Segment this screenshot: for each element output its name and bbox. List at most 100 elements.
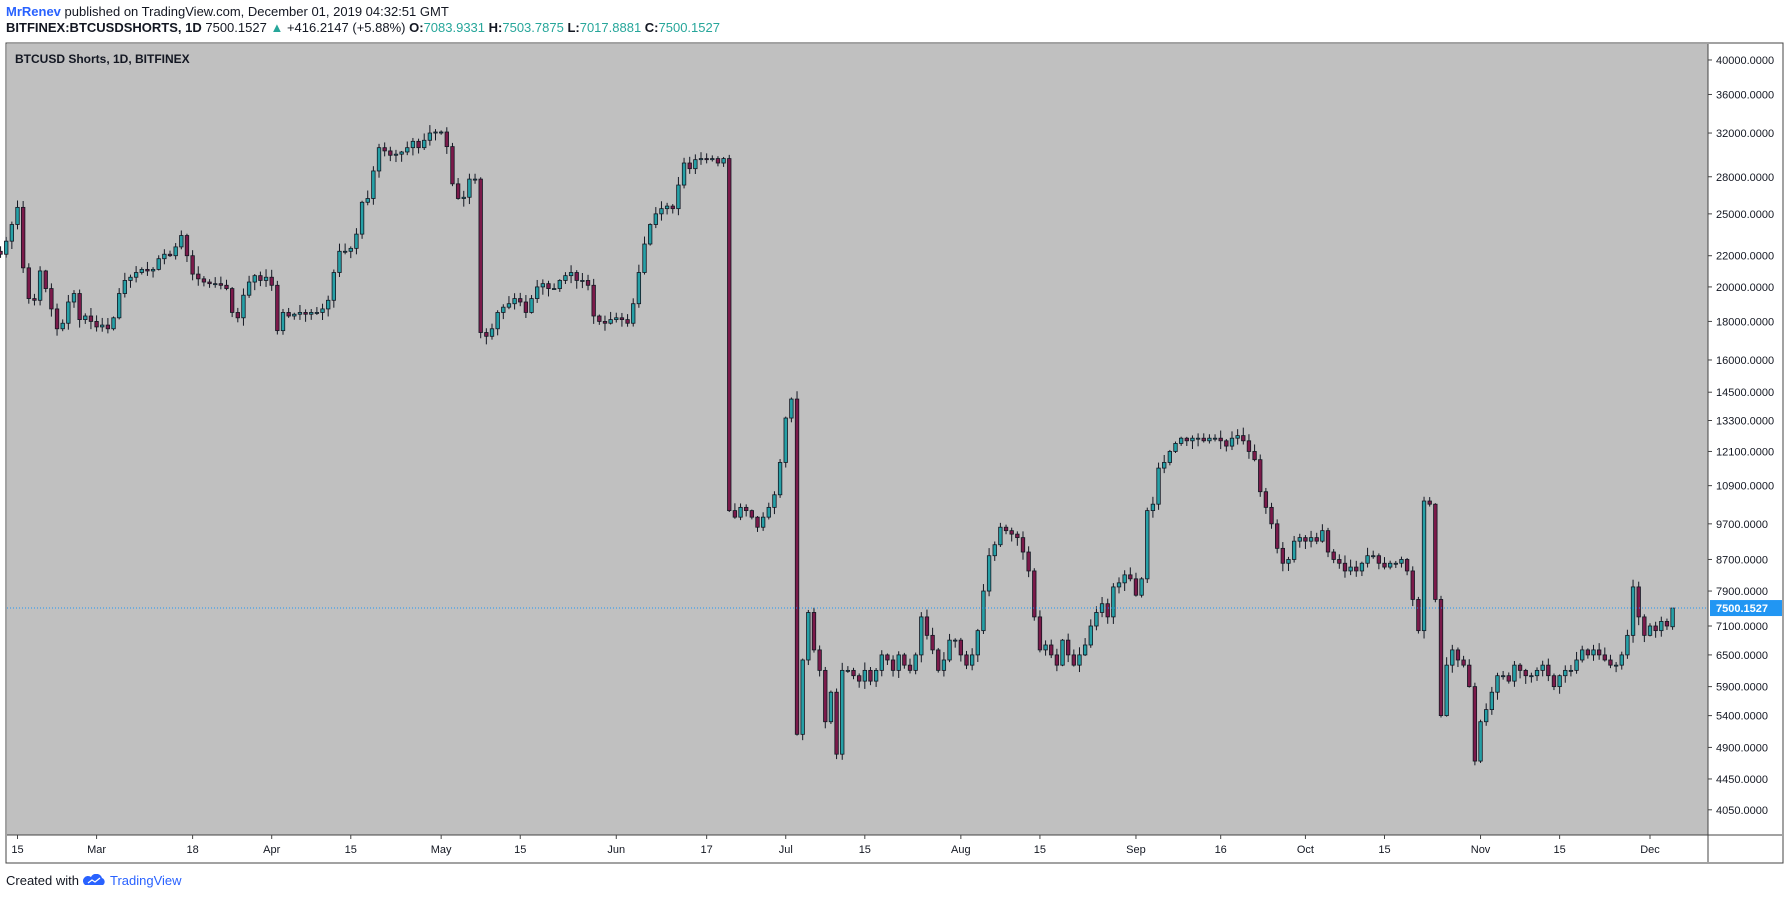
candle-up[interactable]	[1670, 607, 1675, 628]
candle-down[interactable]	[1224, 440, 1229, 447]
candle-down[interactable]	[218, 283, 224, 286]
candle-down[interactable]	[1455, 649, 1461, 661]
candle-up[interactable]	[1235, 435, 1240, 439]
candle-up[interactable]	[461, 196, 466, 199]
candle-down[interactable]	[1032, 570, 1037, 618]
candle-down[interactable]	[1467, 664, 1472, 688]
candle-up[interactable]	[489, 328, 495, 337]
candle-down[interactable]	[184, 235, 190, 257]
candle-down[interactable]	[546, 283, 551, 289]
candle-down[interactable]	[811, 612, 817, 651]
candle-down[interactable]	[1066, 639, 1071, 656]
candle-up[interactable]	[653, 213, 658, 225]
candle-up[interactable]	[845, 669, 851, 672]
tradingview-link[interactable]: TradingView	[110, 873, 182, 888]
candle-down[interactable]	[1241, 435, 1246, 442]
candle-up[interactable]	[122, 280, 127, 294]
candle-up[interactable]	[568, 272, 574, 277]
candle-down[interactable]	[1602, 654, 1607, 661]
candle-down[interactable]	[1410, 570, 1415, 600]
candle-up[interactable]	[563, 275, 568, 281]
candle-up[interactable]	[427, 132, 433, 141]
candle-up[interactable]	[1568, 669, 1574, 672]
candle-up[interactable]	[1212, 437, 1218, 440]
candle-down[interactable]	[936, 649, 941, 671]
candle-up[interactable]	[405, 147, 410, 153]
candle-up[interactable]	[986, 555, 992, 592]
candle-up[interactable]	[896, 654, 901, 671]
candle-up[interactable]	[642, 243, 647, 273]
candle-up[interactable]	[512, 298, 517, 305]
candle-down[interactable]	[1263, 491, 1269, 508]
candle-down[interactable]	[1331, 551, 1336, 560]
candle-up[interactable]	[4, 240, 9, 255]
candle-up[interactable]	[806, 612, 811, 661]
candle-down[interactable]	[1071, 654, 1076, 666]
candle-up[interactable]	[1082, 644, 1088, 656]
candle-up[interactable]	[1619, 654, 1624, 666]
candle-up[interactable]	[173, 246, 178, 257]
candle-up[interactable]	[376, 147, 382, 172]
candle-down[interactable]	[687, 162, 692, 170]
candle-up[interactable]	[529, 298, 534, 313]
candle-up[interactable]	[1534, 669, 1540, 677]
candle-down[interactable]	[715, 158, 721, 164]
candle-up[interactable]	[150, 268, 156, 272]
candle-down[interactable]	[43, 270, 48, 289]
candle-up[interactable]	[354, 233, 359, 249]
candle-down[interactable]	[1246, 440, 1252, 452]
candle-down[interactable]	[602, 321, 608, 324]
candle-up[interactable]	[1094, 612, 1099, 627]
candle-down[interactable]	[1105, 603, 1110, 618]
candle-up[interactable]	[636, 272, 642, 305]
candle-up[interactable]	[1478, 721, 1483, 762]
candle-down[interactable]	[1636, 586, 1641, 618]
candle-up[interactable]	[439, 131, 444, 134]
candle-down[interactable]	[1054, 654, 1060, 666]
candle-up[interactable]	[953, 639, 958, 642]
candle-up[interactable]	[399, 151, 404, 155]
candle-up[interactable]	[1421, 500, 1427, 632]
candle-up[interactable]	[393, 153, 399, 156]
candle-up[interactable]	[1190, 437, 1195, 442]
candle-down[interactable]	[416, 140, 421, 149]
candle-up[interactable]	[766, 506, 771, 518]
candle-down[interactable]	[823, 669, 828, 723]
candle-down[interactable]	[1184, 437, 1189, 442]
candle-up[interactable]	[1484, 709, 1489, 723]
candle-up[interactable]	[981, 590, 986, 632]
candle-up[interactable]	[1563, 669, 1568, 677]
candle-up[interactable]	[1495, 675, 1500, 693]
candle-down[interactable]	[145, 268, 150, 272]
candle-up[interactable]	[246, 281, 252, 296]
candle-down[interactable]	[585, 280, 591, 286]
candle-up[interactable]	[309, 312, 314, 315]
candle-up[interactable]	[422, 139, 427, 149]
candle-up[interactable]	[1591, 649, 1596, 656]
candle-down[interactable]	[1416, 599, 1421, 632]
candle-up[interactable]	[580, 280, 585, 282]
candle-down[interactable]	[201, 278, 207, 283]
candle-up[interactable]	[1529, 675, 1534, 678]
candle-down[interactable]	[958, 639, 963, 656]
candle-down[interactable]	[478, 178, 483, 333]
candle-up[interactable]	[371, 170, 376, 199]
candle-down[interactable]	[77, 293, 82, 321]
candle-up[interactable]	[252, 275, 257, 283]
candle-down[interactable]	[1269, 506, 1274, 525]
candle-up[interactable]	[1450, 649, 1455, 666]
candle-up[interactable]	[501, 306, 506, 313]
candle-up[interactable]	[693, 159, 698, 170]
candle-up[interactable]	[320, 308, 325, 313]
candle-up[interactable]	[100, 324, 105, 328]
candle-down[interactable]	[1009, 530, 1014, 535]
candle-up[interactable]	[213, 283, 218, 286]
candle-up[interactable]	[37, 270, 43, 301]
candle-up[interactable]	[433, 131, 438, 134]
candle-down[interactable]	[794, 398, 800, 735]
candle-down[interactable]	[20, 206, 26, 269]
candle-down[interactable]	[275, 284, 280, 332]
candle-up[interactable]	[60, 322, 65, 330]
candle-up[interactable]	[551, 288, 557, 290]
candle-up[interactable]	[1399, 559, 1404, 564]
